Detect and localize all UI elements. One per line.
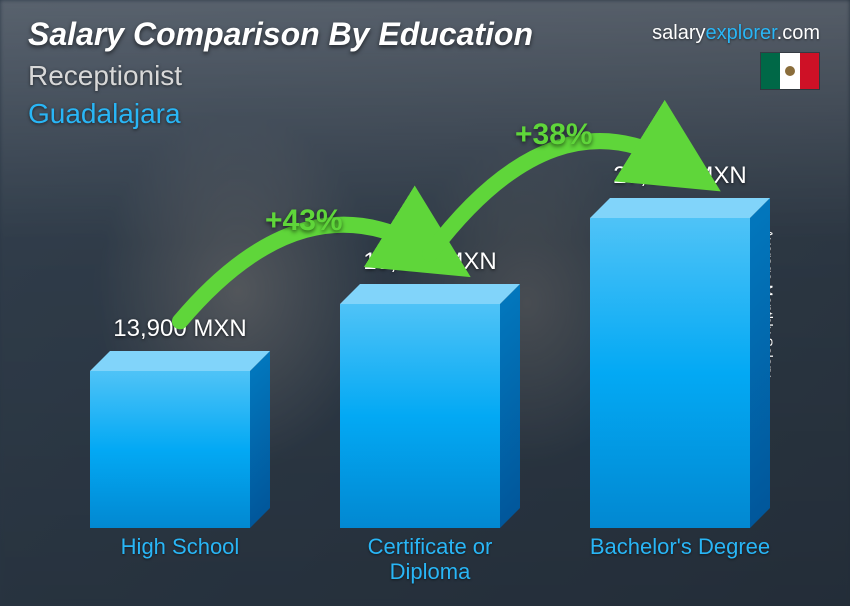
bar-front <box>590 218 750 528</box>
bar-side <box>750 198 770 528</box>
brand-part2: explorer <box>706 22 777 44</box>
bar-front <box>340 304 500 528</box>
bar-value: 13,900 MXN <box>70 315 290 343</box>
brand-logo: salaryexplorer.com <box>652 22 820 45</box>
brand-part1: salary <box>652 22 705 44</box>
bar-label: Certificate or Diploma <box>330 534 530 585</box>
bar-top <box>590 198 770 218</box>
bar-top <box>340 284 520 304</box>
bar-side <box>250 351 270 528</box>
bar-chart: 13,900 MXN High School 19,900 MXN Certif… <box>50 78 790 578</box>
page-title: Salary Comparison By Education <box>28 16 533 53</box>
bar-side <box>500 284 520 528</box>
increase-label: +38% <box>515 118 593 152</box>
bar-label: High School <box>80 534 280 559</box>
brand-part3: .com <box>777 22 820 44</box>
increase-label: +43% <box>265 204 343 238</box>
bar-value: 27,500 MXN <box>570 162 790 190</box>
bar-value: 19,900 MXN <box>320 248 540 276</box>
bar-label: Bachelor's Degree <box>580 534 780 559</box>
bar-top <box>90 351 270 371</box>
bar-front <box>90 371 250 528</box>
